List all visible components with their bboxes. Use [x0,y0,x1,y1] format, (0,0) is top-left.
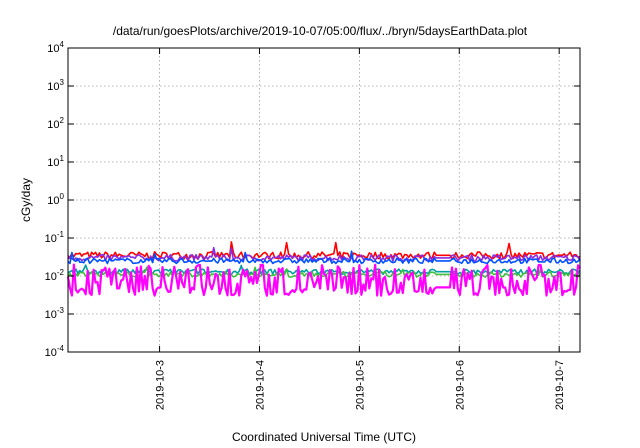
x-tick-label: 2019-10-6 [454,360,466,410]
x-tick-label: 2019-10-4 [254,360,266,410]
x-axis-label: Coordinated Universal Time (UTC) [232,430,416,444]
y-tick-label: 10-4 [45,344,65,359]
y-tick-label: 100 [47,192,64,207]
y-tick-label: 104 [47,40,64,55]
y-tick-label: 10-2 [45,268,65,283]
series-line [66,263,581,297]
x-axis: 2019-10-3 2019-10-4 2019-10-5 2019-10-6 2019… [155,48,566,410]
y-tick-label: 102 [47,116,64,131]
y-tick-label: 10-1 [45,230,65,245]
x-tick-label: 2019-10-3 [155,360,167,410]
y-tick-label: 10-3 [45,306,65,321]
y-tick-label: 101 [47,154,64,169]
grid [68,48,580,352]
x-tick-label: 2019-10-7 [554,360,566,410]
series-line [67,241,581,260]
series-line [67,250,581,265]
series-line [67,266,581,278]
chart-title: /data/run/goesPlots/archive/2019-10-07/0… [113,24,528,38]
y-axis: 10-4 10-3 10-2 10-1 100 101 102 103 104 [45,40,580,359]
y-tick-label: 103 [47,78,64,93]
plot-area [66,241,581,297]
y-axis-label: cGy/day [19,178,33,222]
x-tick-label: 2019-10-5 [354,360,366,410]
